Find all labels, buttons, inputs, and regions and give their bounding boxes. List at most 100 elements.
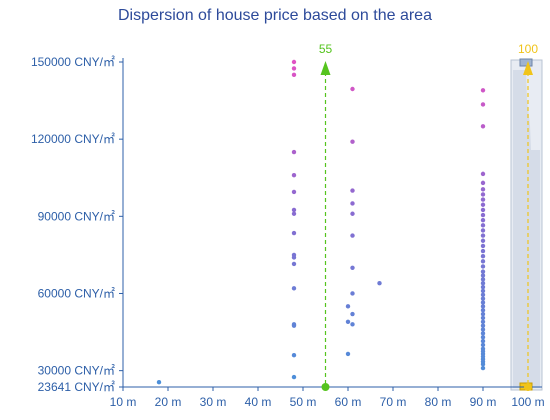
x-tick-label: 10 m: [110, 395, 137, 409]
data-point: [480, 243, 486, 249]
data-point: [480, 319, 486, 324]
x-tick-label: 100 m: [511, 395, 544, 409]
data-point: [480, 171, 486, 177]
y-axis-ticks: 23641 CNY/㎡ 30000 CNY/㎡ 60000 CNY/㎡ 90000 C…: [31, 55, 123, 394]
data-point: [350, 291, 355, 296]
data-point: [480, 284, 486, 290]
data-point: [350, 201, 355, 206]
data-point: [480, 264, 486, 269]
marker-arrow-icon: [523, 61, 533, 75]
zoom-panel[interactable]: [510, 58, 543, 391]
y-tick-label: 120000 CNY/㎡: [31, 132, 115, 146]
data-point: [480, 323, 486, 328]
data-point: [350, 265, 355, 270]
data-point: [345, 304, 351, 309]
data-point: [480, 238, 486, 243]
data-point: [480, 207, 486, 213]
y-tick-label: 90000 CNY/㎡: [38, 209, 115, 223]
marker-handle[interactable]: [321, 383, 330, 391]
data-point: [480, 212, 486, 218]
data-point: [480, 197, 486, 202]
marker-100[interactable]: 100: [518, 42, 538, 391]
data-point: [350, 188, 355, 193]
data-point: [291, 230, 297, 236]
x-tick-label: 50 m: [290, 395, 317, 409]
data-point: [345, 319, 351, 324]
data-point: [480, 228, 486, 233]
y-tick-label: 30000 CNY/㎡: [38, 364, 115, 378]
data-point: [480, 102, 486, 107]
reference-markers: 55 100: [319, 42, 538, 391]
data-point: [480, 202, 486, 207]
data-point: [480, 327, 486, 332]
data-point: [480, 248, 486, 254]
data-point: [291, 59, 297, 65]
data-point: [291, 374, 297, 380]
data-point: [291, 72, 297, 78]
data-point: [480, 335, 486, 340]
data-point: [350, 211, 355, 216]
data-point: [480, 338, 486, 344]
data-point: [291, 189, 297, 195]
data-point: [350, 86, 355, 92]
data-point: [480, 315, 486, 321]
y-tick-label: 150000 CNY/㎡: [31, 55, 115, 69]
data-point: [480, 88, 486, 93]
data-point: [480, 300, 486, 305]
marker-arrow-icon: [320, 61, 331, 75]
data-point: [480, 296, 486, 301]
data-point: [291, 172, 297, 178]
data-point: [156, 380, 162, 385]
data-point: [291, 211, 297, 216]
data-point: [480, 277, 486, 282]
data-point: [480, 280, 486, 286]
data-point: [291, 322, 297, 327]
data-point: [350, 139, 355, 144]
x-tick-label: 70 m: [380, 395, 407, 409]
x-tick-label: 90 m: [470, 395, 497, 409]
data-points: [156, 59, 486, 385]
marker-55[interactable]: 55: [319, 42, 333, 391]
data-point: [345, 351, 351, 357]
data-point: [480, 342, 486, 348]
x-tick-label: 40 m: [245, 395, 272, 409]
data-point: [480, 180, 486, 186]
data-point: [480, 273, 486, 278]
y-tick-label: 23641 CNY/㎡: [38, 380, 115, 394]
data-point: [480, 311, 486, 317]
x-tick-label: 30 m: [200, 395, 227, 409]
axes: [122, 58, 542, 388]
zoom-panel-shadow: [513, 70, 540, 388]
data-point: [480, 346, 486, 351]
x-tick-label: 80 m: [425, 395, 452, 409]
data-point: [480, 192, 486, 197]
zoom-handle-top[interactable]: [519, 58, 533, 67]
data-point: [291, 353, 297, 358]
x-axis-ticks: 10 m 20 m 30 m 40 m 50 m 60 m 70 m 80 m 90 m 100 …: [110, 387, 545, 409]
x-tick-label: 20 m: [155, 395, 182, 409]
marker-label: 55: [319, 42, 333, 56]
data-point: [480, 124, 486, 129]
x-tick-label: 60 m: [335, 395, 362, 409]
data-point: [480, 217, 486, 223]
data-point: [350, 311, 355, 317]
marker-label: 100: [518, 42, 538, 56]
data-point: [480, 331, 486, 336]
chart-title: Dispersion of house price based on the a…: [118, 7, 432, 24]
data-point: [480, 365, 486, 371]
data-point: [350, 233, 355, 238]
data-point: [350, 322, 355, 327]
data-point: [480, 304, 486, 309]
data-point: [291, 286, 297, 291]
data-point: [480, 308, 486, 313]
y-tick-label: 60000 CNY/㎡: [38, 286, 115, 300]
data-point: [480, 269, 486, 274]
marker-handle[interactable]: [524, 383, 532, 391]
data-point: [291, 207, 297, 213]
data-point: [480, 187, 486, 192]
data-point: [291, 149, 297, 155]
data-point: [480, 292, 486, 297]
data-point: [480, 288, 486, 294]
data-point: [480, 253, 486, 259]
